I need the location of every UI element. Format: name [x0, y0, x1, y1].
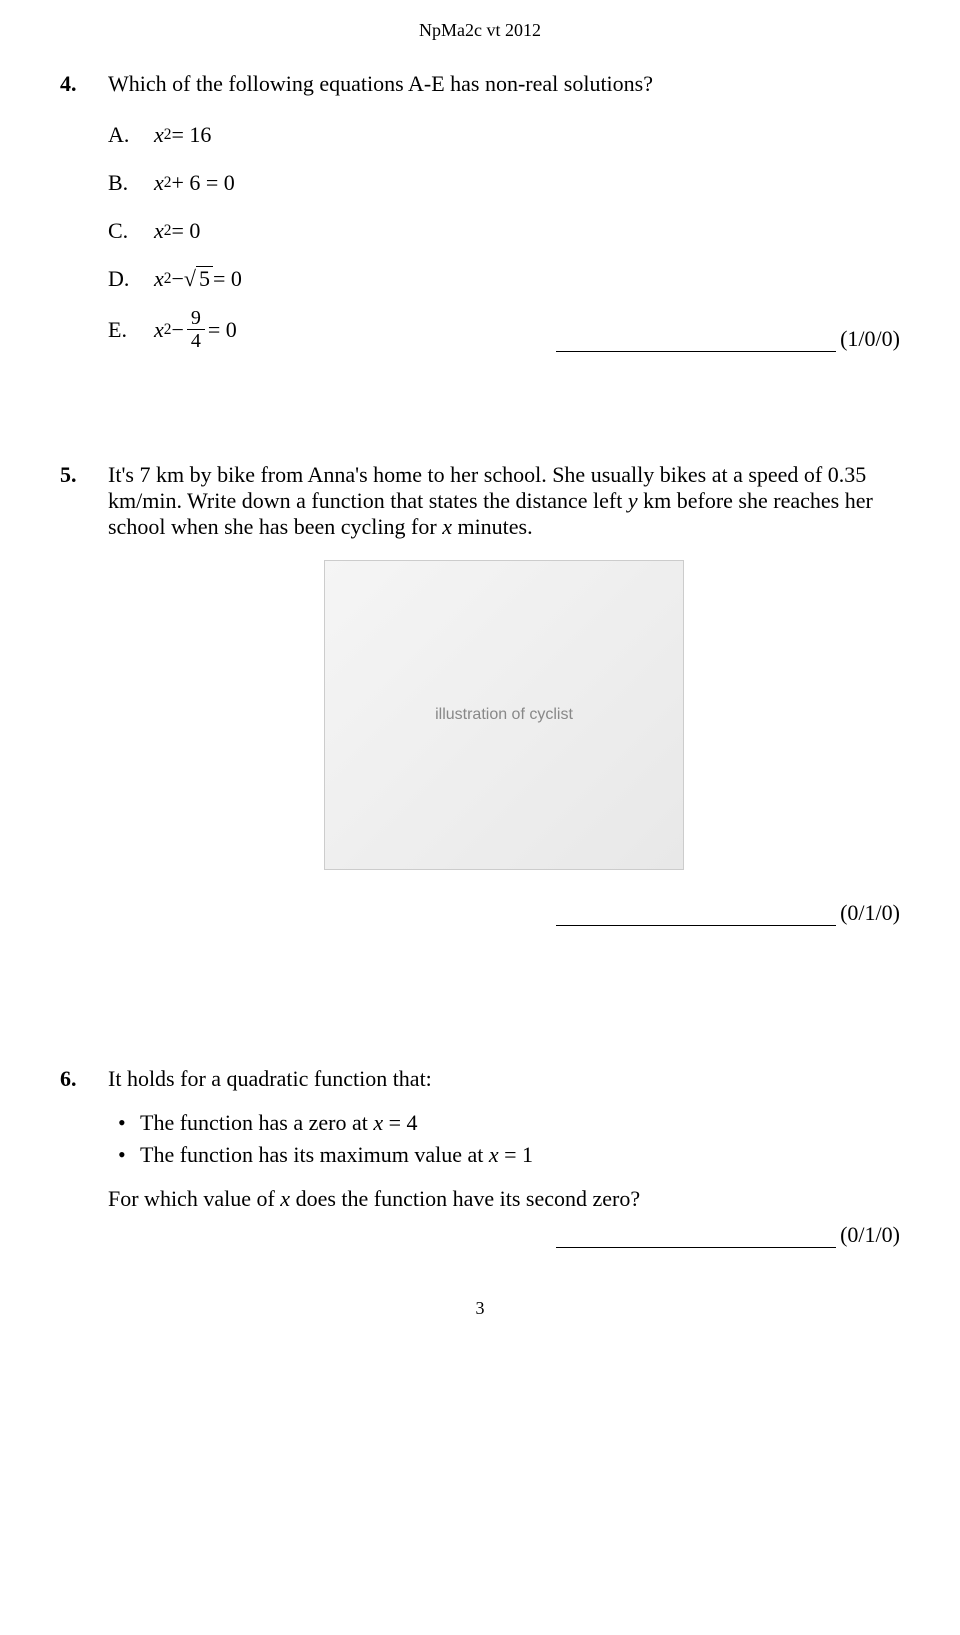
score-text: (0/1/0)	[840, 1222, 900, 1248]
option-label: A.	[108, 122, 154, 148]
equation: x2 = 16	[154, 122, 211, 148]
question-number: 4.	[60, 71, 108, 352]
question-body: It holds for a quadratic function that: …	[108, 1066, 900, 1248]
fraction: 9 4	[187, 307, 205, 352]
cyclist-illustration: illustration of cyclist	[324, 560, 684, 870]
question-5: 5. It's 7 km by bike from Anna's home to…	[60, 462, 900, 926]
page: NpMa2c vt 2012 4. Which of the following…	[0, 0, 960, 1359]
option-label: C.	[108, 218, 154, 244]
score-line: (0/1/0)	[108, 1222, 900, 1248]
question-6: 6. It holds for a quadratic function tha…	[60, 1066, 900, 1248]
score-text: (1/0/0)	[840, 326, 900, 352]
options-list: A. x2 = 16 B. x2 + 6 = 0 C. x2 = 0	[108, 115, 900, 352]
score-line: (1/0/0)	[556, 326, 900, 352]
question-body: It's 7 km by bike from Anna's home to he…	[108, 462, 900, 926]
question-number: 6.	[60, 1066, 108, 1248]
header-label: NpMa2c vt 2012	[60, 20, 900, 41]
score-line: (0/1/0)	[108, 900, 900, 926]
question-text: It's 7 km by bike from Anna's home to he…	[108, 462, 900, 540]
bullet-list: The function has a zero at x = 4 The fun…	[114, 1110, 900, 1168]
option-label: D.	[108, 266, 154, 292]
option-d: D. x2 − √5 = 0	[108, 259, 900, 299]
page-number: 3	[60, 1298, 900, 1319]
option-c: C. x2 = 0	[108, 211, 900, 251]
option-b: B. x2 + 6 = 0	[108, 163, 900, 203]
equation: x2 = 0	[154, 218, 200, 244]
score-text: (0/1/0)	[840, 900, 900, 926]
question-4: 4. Which of the following equations A-E …	[60, 71, 900, 352]
equation: x2 + 6 = 0	[154, 170, 235, 196]
question-prompt: It holds for a quadratic function that:	[108, 1066, 900, 1092]
equation: x2 − 9 4 = 0	[154, 307, 237, 352]
bullet-item: The function has a zero at x = 4	[114, 1110, 900, 1136]
option-label: E.	[108, 317, 154, 343]
sqrt-icon: √5	[184, 266, 213, 292]
question-number: 5.	[60, 462, 108, 926]
question-prompt: Which of the following equations A-E has…	[108, 71, 900, 97]
followup-text: For which value of x does the function h…	[108, 1186, 900, 1212]
bullet-item: The function has its maximum value at x …	[114, 1142, 900, 1168]
option-a: A. x2 = 16	[108, 115, 900, 155]
equation: x2 − √5 = 0	[154, 266, 242, 292]
question-body: Which of the following equations A-E has…	[108, 71, 900, 352]
option-label: B.	[108, 170, 154, 196]
